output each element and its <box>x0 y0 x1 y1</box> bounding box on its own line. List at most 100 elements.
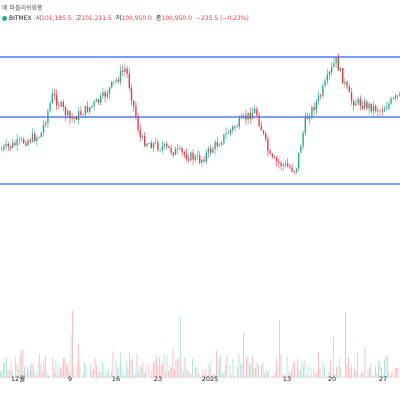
volume-bar <box>126 360 127 378</box>
candle <box>368 101 370 114</box>
volume-bar <box>349 369 351 378</box>
volume-bar <box>256 362 258 378</box>
status-dot-icon <box>2 16 7 21</box>
volume-bar <box>133 375 135 378</box>
candle <box>5 138 7 150</box>
volume-bar <box>91 368 93 378</box>
volume-bar <box>1 370 3 378</box>
candle <box>366 99 368 111</box>
volume-bar <box>168 370 169 378</box>
volume-bar <box>117 368 118 378</box>
volume-bar <box>211 374 213 378</box>
candle <box>225 127 227 140</box>
candle <box>256 106 258 118</box>
volume-bar <box>72 310 73 378</box>
candle <box>227 129 229 134</box>
volume-bar <box>219 358 220 378</box>
x-tick-label: 12월 <box>11 374 25 383</box>
candle <box>269 148 271 155</box>
volume-bar <box>4 361 6 378</box>
volume-bar <box>144 373 145 378</box>
volume-bar <box>52 357 54 378</box>
candle <box>293 170 295 175</box>
volume-bar <box>153 362 154 378</box>
volume-bar <box>354 367 355 378</box>
candle <box>146 142 148 148</box>
volume-bar <box>343 376 345 378</box>
volume-bar <box>358 375 360 378</box>
volume-bar <box>331 372 333 378</box>
candle <box>372 100 375 118</box>
candle <box>177 144 179 154</box>
candle <box>56 89 58 111</box>
volume-bar <box>64 357 66 378</box>
volume-bar <box>361 371 363 378</box>
candle <box>333 58 335 68</box>
volume-bar <box>397 368 399 378</box>
candle <box>342 67 344 84</box>
candle <box>126 65 128 79</box>
candle <box>25 140 27 147</box>
volume-bar <box>286 356 288 378</box>
volume-bar <box>307 365 309 378</box>
candle <box>207 146 210 158</box>
candle <box>271 153 273 160</box>
volume-bar <box>301 359 303 378</box>
volume-bar <box>118 366 120 378</box>
volume-bar <box>105 374 106 378</box>
candle <box>392 96 394 100</box>
volume-bar <box>283 373 285 378</box>
candle <box>394 93 397 101</box>
volume-bar <box>93 369 94 378</box>
volume-bar <box>322 361 324 378</box>
high-label: 고 <box>75 15 82 22</box>
open-label: 시 <box>35 15 42 22</box>
candle <box>42 120 45 137</box>
candle <box>181 146 183 157</box>
volume-bar <box>253 368 255 378</box>
volume-bar <box>19 353 21 378</box>
candle <box>379 108 381 116</box>
candle <box>117 76 119 85</box>
volume-bar <box>151 370 153 378</box>
candle <box>249 107 251 124</box>
volume-bar <box>241 363 243 378</box>
candle <box>361 100 364 110</box>
candle <box>306 112 309 120</box>
volume-bar <box>201 376 202 378</box>
candle <box>199 151 201 165</box>
volume-bar <box>174 368 175 378</box>
candle <box>84 105 86 119</box>
volume-bar <box>142 361 144 378</box>
candle <box>331 62 333 76</box>
candle <box>3 143 5 153</box>
candle <box>295 168 298 175</box>
volume-bar <box>274 371 276 378</box>
candle <box>183 150 185 159</box>
candle <box>353 99 355 111</box>
candle <box>229 128 232 137</box>
volume-bar <box>25 372 27 378</box>
volume-bar <box>7 368 9 378</box>
candle <box>335 57 337 68</box>
candle <box>108 86 111 100</box>
candle <box>254 105 256 114</box>
candle <box>377 107 379 116</box>
volume-bar <box>222 373 223 378</box>
volume-bar <box>288 373 289 378</box>
volume-bar <box>160 364 162 378</box>
volume-bar <box>69 372 70 378</box>
candle <box>216 136 218 149</box>
candle <box>141 133 144 141</box>
candle <box>163 142 166 150</box>
volume-bar <box>294 361 295 378</box>
volume-bar <box>67 363 69 378</box>
candle <box>51 89 53 104</box>
volume-bar <box>57 375 58 378</box>
volume-bar <box>292 363 294 378</box>
volume-bar <box>214 375 216 378</box>
candle <box>73 116 75 124</box>
candle <box>317 90 320 105</box>
volume-bar <box>235 377 237 378</box>
